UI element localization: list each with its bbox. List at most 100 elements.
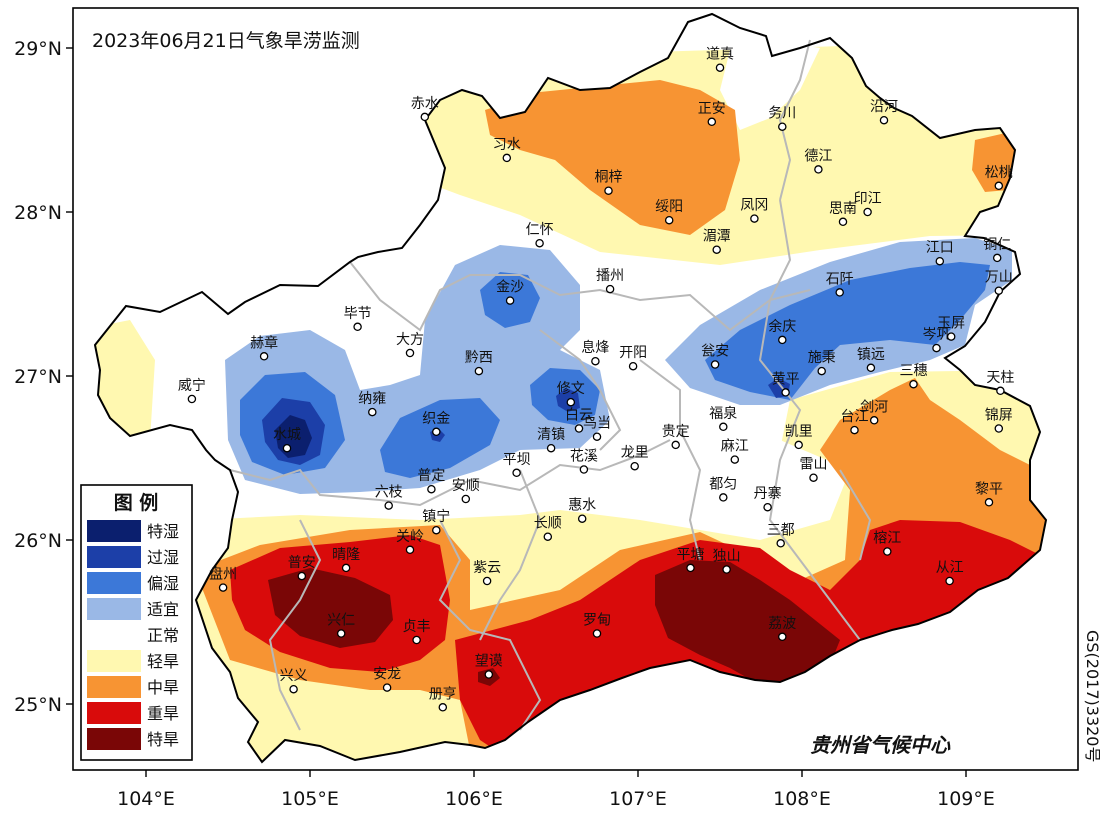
station-marker	[664, 215, 674, 225]
station-marker	[432, 427, 441, 437]
station-marker	[869, 416, 879, 425]
station-label: 威宁	[178, 377, 206, 394]
station-label: 锦屏	[985, 407, 1013, 424]
station-label: 正安	[698, 101, 726, 117]
zone-extreme-drought-south	[655, 560, 840, 685]
station-marker	[628, 361, 638, 371]
station-label: 榕江	[873, 531, 901, 547]
station-label: 雷山	[800, 457, 828, 473]
station-marker	[591, 356, 600, 366]
station: 望谟	[475, 654, 503, 679]
station: 施秉	[808, 350, 836, 376]
legend-swatch	[87, 728, 141, 750]
station-label: 三都	[767, 522, 795, 538]
station-marker	[382, 683, 392, 692]
legend-label: 特旱	[147, 730, 179, 749]
station: 湄潭	[703, 228, 731, 254]
station-label: 安龙	[373, 667, 401, 683]
station-marker	[850, 425, 859, 435]
station-label: 关岭	[396, 529, 424, 545]
station-marker	[863, 207, 872, 217]
station-marker	[750, 214, 759, 223]
y-axis: 29°N 28°N 27°N 26°N 25°N	[14, 38, 73, 716]
station-marker	[461, 494, 471, 504]
station-label: 平坝	[503, 452, 531, 468]
station-marker	[994, 286, 1004, 295]
station-label: 都匀	[709, 476, 737, 492]
station-label: 湄潭	[703, 228, 731, 245]
station: 普定	[417, 468, 445, 494]
station-marker	[512, 468, 521, 478]
station-label: 铜仁	[983, 237, 1011, 253]
station-marker	[482, 576, 492, 586]
station: 贵定	[662, 424, 690, 450]
station-marker	[730, 455, 740, 464]
station-marker	[763, 502, 772, 512]
station-marker	[909, 379, 918, 389]
station-marker	[883, 547, 892, 556]
station-label: 镇宁	[422, 508, 450, 525]
station: 六枝	[375, 485, 403, 510]
station-label: 福泉	[709, 405, 737, 422]
station-label: 玉屏	[937, 316, 965, 332]
station-marker	[781, 388, 790, 397]
station-marker	[579, 465, 589, 474]
station-marker	[605, 284, 615, 294]
station-label: 从江	[936, 560, 964, 576]
station: 三都	[767, 522, 795, 548]
station: 雷山	[800, 457, 828, 482]
station-label: 天柱	[986, 370, 1014, 386]
station-marker	[715, 63, 725, 72]
station-label: 望谟	[475, 654, 503, 670]
station-label: 安顺	[452, 478, 480, 494]
station-marker	[835, 288, 844, 297]
station-label: 清镇	[537, 427, 565, 443]
station-label: 大方	[396, 332, 424, 348]
zone-extreme-drought-west	[268, 568, 393, 648]
station-label: 桐梓	[595, 170, 623, 186]
station: 平塘	[677, 547, 705, 573]
station: 普安	[288, 555, 316, 581]
prefecture-boundaries	[229, 39, 872, 731]
station-marker	[420, 112, 430, 122]
station-marker	[778, 122, 787, 131]
station: 从江	[936, 560, 964, 586]
station-label: 贞丰	[403, 618, 431, 635]
station-label: 沿河	[870, 99, 898, 115]
station-label: 龙里	[621, 445, 649, 461]
station: 盘州	[209, 566, 237, 592]
station-marker	[566, 397, 576, 407]
station-label: 开阳	[619, 345, 647, 361]
station: 江口	[926, 240, 954, 266]
station-marker	[187, 394, 197, 404]
station-marker	[543, 532, 553, 541]
station-label: 毕节	[344, 306, 372, 322]
station-label: 息烽	[581, 339, 609, 356]
zone-normal-north-gap	[720, 40, 820, 130]
legend-swatch	[87, 520, 141, 542]
y-tick-label: 27°N	[14, 366, 62, 388]
station-label: 印江	[854, 191, 882, 207]
station: 惠水	[568, 498, 596, 523]
station-label: 长顺	[534, 516, 562, 532]
legend-swatch	[87, 624, 141, 646]
station-marker	[712, 245, 721, 254]
x-tick-label: 106°E	[445, 788, 503, 810]
station-marker	[577, 514, 587, 523]
station-label: 绥阳	[655, 199, 683, 215]
station-marker	[794, 440, 803, 450]
station-label: 仁怀	[526, 222, 554, 238]
station: 兴仁	[327, 613, 355, 638]
station-marker	[809, 473, 818, 482]
station: 赤水	[411, 96, 439, 122]
station-marker	[722, 565, 731, 574]
station-label: 金沙	[496, 280, 524, 296]
legend-label: 中旱	[147, 678, 179, 697]
station-label: 晴隆	[332, 547, 360, 563]
station: 岑巩	[923, 327, 951, 353]
station-label: 思南	[829, 201, 857, 217]
station: 习水	[493, 137, 521, 163]
